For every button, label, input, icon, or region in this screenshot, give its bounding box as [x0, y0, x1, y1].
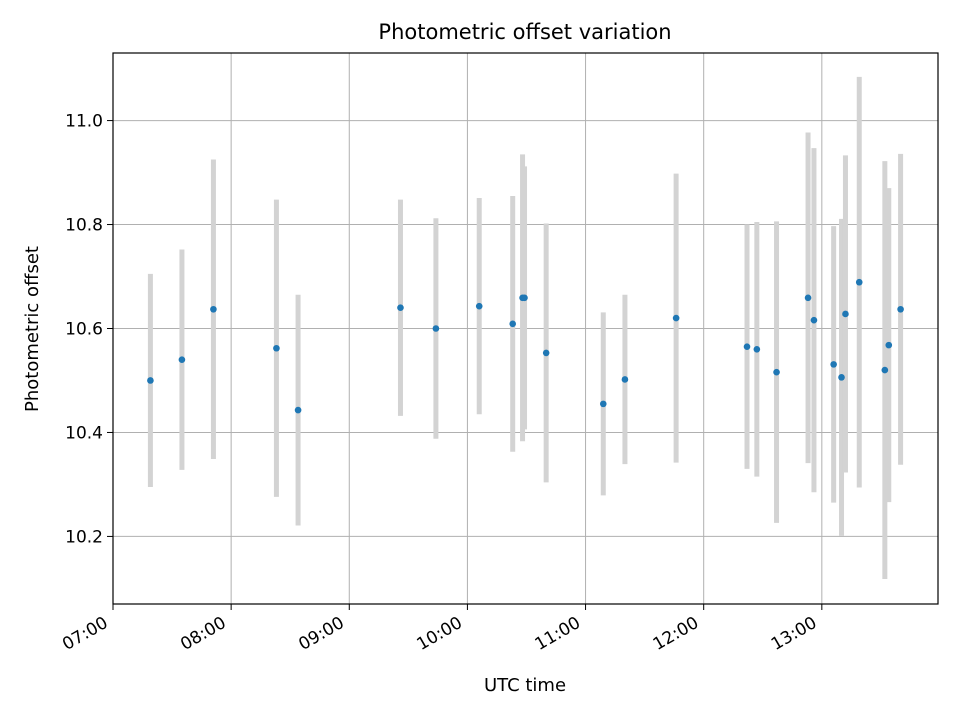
- data-point: [621, 376, 629, 383]
- data-point: [753, 345, 761, 353]
- data-point: [897, 305, 904, 313]
- data-point: [542, 349, 550, 357]
- data-point: [294, 406, 302, 414]
- y-tick-label: 10.2: [65, 527, 103, 547]
- x-tick-label: 07:00: [59, 613, 111, 655]
- data-point: [830, 361, 837, 368]
- x-tick-label: 08:00: [177, 613, 229, 655]
- data-point: [804, 294, 812, 302]
- x-tick-label: 09:00: [295, 613, 347, 655]
- x-tick-label: 12:00: [650, 613, 702, 655]
- data-point: [147, 377, 154, 384]
- error-bars: [147, 76, 904, 580]
- data-point: [178, 356, 186, 363]
- data-point: [397, 304, 404, 312]
- y-tick-label: 10.8: [65, 216, 103, 236]
- x-axis-ticks: 07:00 08:00 09:00 10:00 11:00 12:00 13:00: [59, 604, 823, 655]
- data-point: [210, 305, 217, 313]
- y-tick-label: 10.4: [65, 423, 103, 443]
- x-tick-label: 10:00: [413, 613, 465, 655]
- data-point: [773, 368, 780, 376]
- data-point: [599, 400, 607, 408]
- data-point: [885, 341, 893, 349]
- data-point: [855, 278, 863, 286]
- data-point: [810, 316, 818, 324]
- x-tick-label: 13:00: [768, 613, 820, 655]
- data-point: [432, 325, 440, 332]
- data-point: [743, 343, 751, 350]
- chart-title: Photometric offset variation: [378, 20, 671, 44]
- y-axis-ticks: 10.2 10.4 10.6 10.8 11.0: [65, 112, 113, 547]
- data-point: [838, 374, 845, 381]
- data-point: [521, 294, 528, 302]
- data-points: [147, 278, 904, 414]
- grid: [112, 53, 938, 604]
- x-axis-title: UTC time: [484, 675, 566, 696]
- data-point: [475, 302, 483, 310]
- data-point: [842, 310, 849, 318]
- x-tick-label: 11:00: [532, 613, 584, 655]
- data-point: [273, 344, 280, 352]
- y-tick-label: 10.6: [65, 320, 103, 340]
- data-point: [672, 314, 680, 322]
- y-axis-title: Photometric offset: [22, 246, 43, 412]
- y-tick-label: 11.0: [65, 112, 103, 132]
- data-point: [881, 366, 889, 374]
- data-point: [509, 320, 517, 328]
